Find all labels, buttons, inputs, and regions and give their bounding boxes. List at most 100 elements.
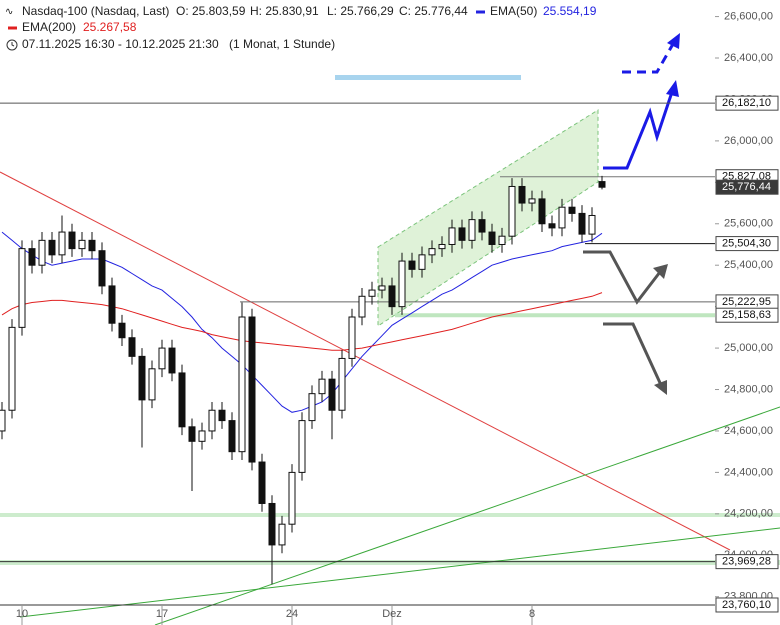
quote-low: L: 25.766,29 bbox=[327, 4, 394, 18]
scenario-arrow bbox=[583, 250, 662, 305]
level-label-box bbox=[715, 179, 779, 195]
level-label-box bbox=[715, 236, 779, 252]
candle-body bbox=[98, 250, 106, 287]
legend-value: 25.267,58 bbox=[83, 20, 137, 34]
candle-body bbox=[298, 420, 306, 473]
level-label: 25,222,95 bbox=[722, 296, 771, 308]
candle-body bbox=[18, 248, 26, 328]
level-label-box bbox=[715, 307, 779, 323]
candle-body bbox=[318, 378, 326, 395]
quote-close: C: 25.776,44 bbox=[399, 4, 468, 18]
candle-body bbox=[0, 409, 6, 432]
candle-body bbox=[428, 248, 436, 256]
interval: (1 Monat, 1 Stunde) bbox=[229, 37, 335, 51]
candle-body bbox=[228, 420, 236, 453]
x-tick-label: 24 bbox=[286, 608, 298, 620]
chart-title: Nasdaq-100 (Nasdaq, Last) bbox=[22, 4, 169, 18]
trend-line bbox=[19, 527, 780, 618]
candle-body bbox=[138, 355, 146, 401]
candle-body bbox=[488, 231, 496, 245]
y-tick-label: 26,600,00 bbox=[724, 10, 773, 22]
candle-body bbox=[88, 239, 96, 252]
y-tick-label: 26,000,00 bbox=[724, 135, 773, 147]
candle-body bbox=[258, 461, 266, 504]
candle-body bbox=[78, 239, 86, 250]
candle-body bbox=[358, 295, 366, 318]
quote-high: H: 25.830,91 bbox=[250, 4, 319, 18]
candle-body bbox=[468, 219, 476, 241]
x-tick-label: 10 bbox=[16, 608, 28, 620]
y-tick-label: 25,600,00 bbox=[724, 218, 773, 230]
level-label: 26,182,10 bbox=[722, 97, 771, 109]
scenario-arrow bbox=[603, 91, 674, 170]
candle-body bbox=[458, 227, 466, 241]
candle-body bbox=[248, 316, 256, 463]
header-background bbox=[0, 0, 600, 54]
level-label: 25,776,44 bbox=[722, 181, 771, 193]
y-tick-label: 24,600,00 bbox=[724, 425, 773, 437]
y-tick-label: 25,000,00 bbox=[724, 342, 773, 354]
y-tick-label: 26,400,00 bbox=[724, 52, 773, 64]
candle-body bbox=[268, 502, 276, 546]
candle-body bbox=[498, 235, 506, 245]
candle-body bbox=[288, 471, 296, 525]
candle-body bbox=[238, 316, 246, 453]
candle-body bbox=[118, 322, 126, 339]
scenario-arrow bbox=[622, 43, 675, 74]
ema-line bbox=[1, 292, 603, 351]
candle-body bbox=[538, 198, 546, 225]
candle-body bbox=[328, 378, 336, 411]
candle-body bbox=[598, 181, 606, 188]
trend-line bbox=[0, 171, 731, 551]
arrow-head bbox=[667, 33, 680, 49]
candle-body bbox=[518, 185, 526, 204]
quote-open: O: 25.803,59 bbox=[176, 4, 246, 18]
chart-icon: ∿ bbox=[5, 7, 13, 18]
candle-body bbox=[368, 289, 376, 297]
candle-body bbox=[8, 326, 16, 411]
candle-body bbox=[398, 260, 406, 308]
legend-label: EMA(200) bbox=[22, 20, 76, 34]
candle-body bbox=[528, 198, 536, 204]
marker-bar bbox=[335, 75, 521, 80]
candle-body bbox=[418, 254, 426, 270]
level-label: 25,827,08 bbox=[722, 171, 771, 183]
candle-body bbox=[28, 248, 36, 266]
x-tick-label: 17 bbox=[156, 608, 168, 620]
candle-body bbox=[438, 243, 446, 250]
candle-body bbox=[588, 214, 596, 235]
candle-body bbox=[548, 223, 556, 229]
candle-body bbox=[198, 430, 206, 442]
candle-body bbox=[348, 316, 356, 359]
candle-body bbox=[188, 426, 196, 442]
y-tick-label: 24,200,00 bbox=[724, 508, 773, 520]
x-tick-label: 8 bbox=[529, 608, 535, 620]
support-band bbox=[0, 513, 780, 517]
arrow-head bbox=[654, 380, 667, 395]
level-label: 23,760,10 bbox=[722, 599, 771, 611]
support-band bbox=[0, 560, 780, 565]
candle-body bbox=[388, 285, 396, 308]
candle-body bbox=[408, 260, 416, 270]
candle-body bbox=[478, 219, 486, 233]
legend-value: 25.554,19 bbox=[543, 4, 597, 18]
y-tick-label: 24,400,00 bbox=[724, 466, 773, 478]
plot-area bbox=[0, 33, 780, 625]
y-tick-label: 25,400,00 bbox=[724, 259, 773, 271]
candle-body bbox=[38, 239, 46, 266]
candle-body bbox=[128, 337, 136, 357]
candle-body bbox=[208, 409, 216, 432]
candle-body bbox=[338, 357, 346, 411]
legend-label: EMA(50) bbox=[490, 4, 537, 18]
candle-body bbox=[48, 239, 56, 256]
candle-body bbox=[158, 347, 166, 370]
clock-hand bbox=[11, 42, 15, 47]
candle-body bbox=[58, 231, 66, 256]
y-tick-label: 24,800,00 bbox=[724, 383, 773, 395]
candle-body bbox=[448, 227, 456, 245]
candle-body bbox=[558, 206, 566, 229]
level-label: 23,969,28 bbox=[722, 556, 771, 568]
candle-body bbox=[378, 285, 386, 291]
